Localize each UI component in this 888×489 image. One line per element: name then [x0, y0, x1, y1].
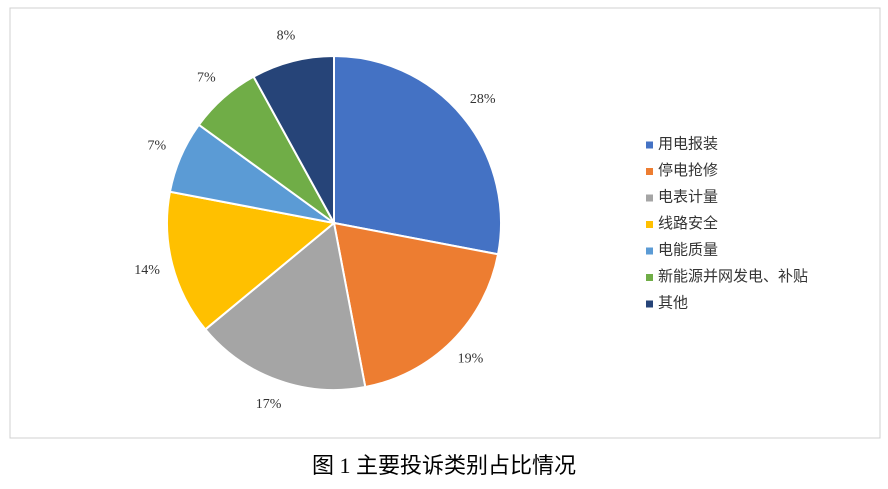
legend-label: 线路安全	[658, 214, 718, 232]
legend-label: 停电抢修	[658, 161, 718, 179]
legend-swatch	[646, 247, 653, 255]
legend-swatch	[646, 300, 653, 308]
pie-slice	[166, 190, 337, 331]
pie-slice	[203, 221, 367, 391]
legend-label: 电能质量	[658, 241, 718, 258]
pie-slice	[333, 54, 502, 256]
legend-label: 电表计量	[658, 188, 718, 205]
data-label: 8%	[277, 28, 296, 43]
data-label: 14%	[134, 263, 160, 278]
caption: 图 1 主要投诉类别占比情况	[312, 453, 576, 478]
legend-swatch	[646, 194, 653, 202]
legend-label: 用电报装	[658, 135, 718, 152]
data-label: 7%	[197, 70, 216, 85]
pie-slice	[252, 54, 335, 224]
legend-label: 新能源并网发电、补贴	[658, 268, 808, 285]
data-label: 19%	[458, 352, 484, 367]
legend-swatch	[646, 168, 653, 175]
legend-swatch	[646, 141, 653, 149]
legend-label: 其他	[658, 294, 688, 311]
data-label: 17%	[256, 397, 282, 412]
legend-swatch	[646, 274, 653, 281]
data-label: 7%	[148, 139, 167, 154]
data-label: 28%	[470, 92, 496, 107]
pie-slice	[332, 221, 500, 389]
legend-swatch	[646, 221, 653, 228]
